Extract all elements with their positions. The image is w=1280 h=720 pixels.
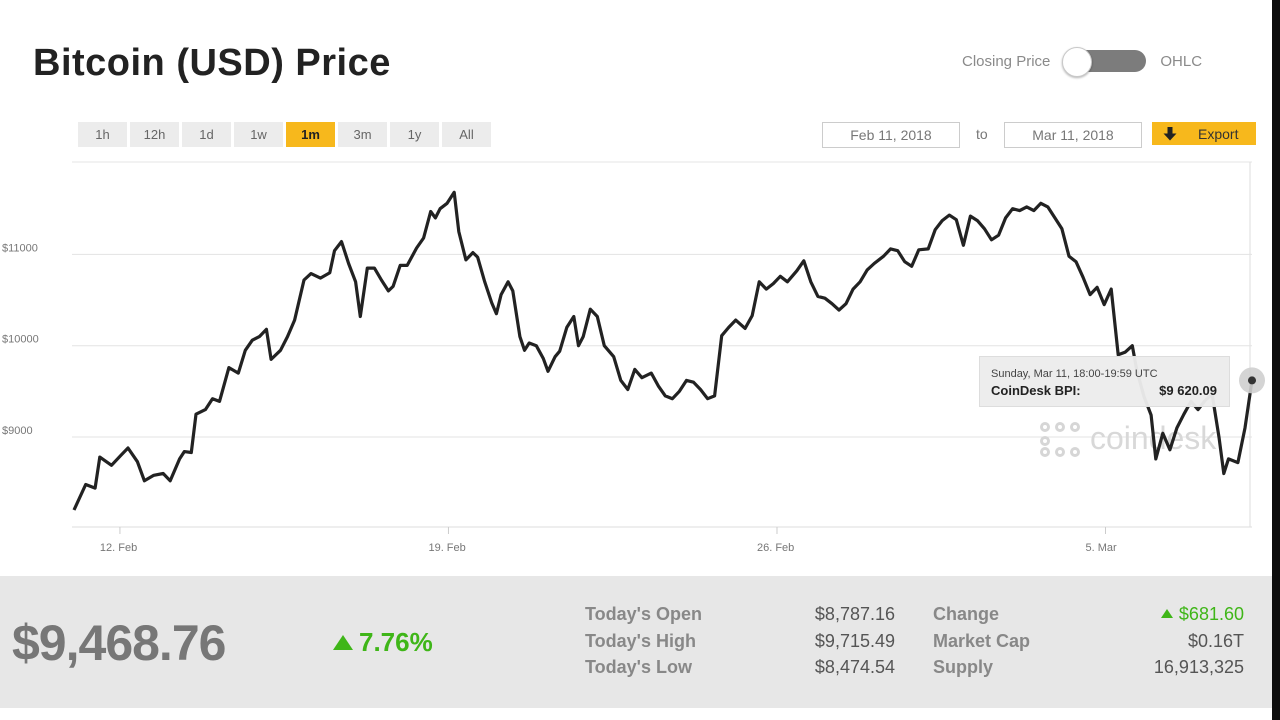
range-tab-1d[interactable]: 1d bbox=[182, 122, 231, 147]
range-tab-1m[interactable]: 1m bbox=[286, 122, 335, 147]
closing-price-label[interactable]: Closing Price bbox=[962, 52, 1051, 70]
x-tick-label: 26. Feb bbox=[757, 542, 794, 554]
range-tab-1h[interactable]: 1h bbox=[78, 122, 127, 147]
tooltip-label: CoinDesk BPI: bbox=[991, 383, 1081, 398]
time-range-tabs: 1h 12h 1d 1w 1m 3m 1y All bbox=[78, 122, 491, 147]
change-percent-value: 7.76% bbox=[359, 627, 433, 657]
y-axis-ticks: $9000 $10000 $11000 bbox=[2, 242, 39, 437]
stat-label-supply: Supply bbox=[933, 657, 994, 677]
hover-dot bbox=[1248, 376, 1256, 385]
stat-label-change: Change bbox=[933, 604, 1000, 624]
range-tab-1w[interactable]: 1w bbox=[234, 122, 283, 147]
stat-value-high: $9,715.49 bbox=[814, 631, 895, 651]
stat-value-change: $681.60 bbox=[1080, 604, 1244, 625]
range-tab-3m[interactable]: 3m bbox=[338, 122, 387, 147]
toggle-switch[interactable] bbox=[1062, 47, 1147, 77]
stat-value-market-cap: $0.16T bbox=[1187, 631, 1244, 651]
x-tick-label: 19. Feb bbox=[428, 542, 465, 554]
export-label: Export bbox=[1198, 125, 1239, 142]
x-tick-label: 5. Mar bbox=[1086, 542, 1118, 554]
y-tick-label: $11000 bbox=[2, 242, 38, 254]
price-tooltip: Sunday, Mar 11, 18:00-19:59 UTC CoinDesk… bbox=[979, 356, 1230, 407]
price-chart[interactable]: $9000 $10000 $11000 12. Feb 19. Feb 26. Feb 5… bbox=[0, 150, 1272, 560]
up-triangle-icon bbox=[1160, 609, 1173, 618]
x-tick-label: 12. Feb bbox=[100, 542, 137, 554]
coindesk-watermark: coindesk bbox=[1040, 420, 1217, 457]
ohlc-label[interactable]: OHLC bbox=[1160, 52, 1203, 70]
stat-label-low: Today's Low bbox=[585, 657, 692, 677]
page-title: Bitcoin (USD) Price bbox=[33, 42, 391, 84]
coindesk-logo-icon bbox=[1040, 422, 1080, 457]
range-tab-12h[interactable]: 12h bbox=[130, 122, 179, 147]
date-from-input[interactable]: Feb 11, 2018 bbox=[822, 122, 960, 148]
export-button[interactable]: Export bbox=[1152, 122, 1256, 145]
current-price: $9,468.76 bbox=[12, 615, 226, 671]
range-tab-all[interactable]: All bbox=[442, 122, 491, 147]
download-arrow-icon bbox=[1163, 126, 1177, 140]
window-edge bbox=[1272, 0, 1280, 720]
change-amount: $681.60 bbox=[1178, 604, 1244, 624]
x-axis-ticks: 12. Feb 19. Feb 26. Feb 5. Mar bbox=[100, 527, 1117, 554]
y-tick-label: $9000 bbox=[2, 425, 33, 437]
range-tab-1y[interactable]: 1y bbox=[390, 122, 439, 147]
date-to-label: to bbox=[976, 126, 988, 142]
tooltip-date: Sunday, Mar 11, 18:00-19:59 UTC bbox=[991, 368, 1158, 380]
tooltip-value: $9 620.09 bbox=[1159, 383, 1217, 398]
date-to-input[interactable]: Mar 11, 2018 bbox=[1004, 122, 1142, 148]
stat-label-open: Today's Open bbox=[585, 604, 702, 624]
y-tick-label: $10000 bbox=[2, 334, 39, 346]
stat-value-open: $8,787.16 bbox=[814, 604, 895, 624]
price-series-line bbox=[72, 190, 1254, 511]
price-change-percent: 7.76% bbox=[333, 627, 433, 658]
toggle-knob[interactable] bbox=[1062, 47, 1093, 77]
stat-value-supply: 16,913,325 bbox=[1153, 657, 1244, 677]
up-triangle-icon bbox=[333, 635, 353, 650]
stat-label-market-cap: Market Cap bbox=[933, 631, 1031, 651]
price-type-toggle[interactable]: Closing Price OHLC bbox=[962, 46, 1203, 77]
stat-value-low: $8,474.54 bbox=[814, 657, 895, 677]
stat-label-high: Today's High bbox=[585, 631, 696, 651]
grid-lines bbox=[72, 161, 1252, 528]
hover-point-marker bbox=[1239, 367, 1265, 394]
summary-panel bbox=[0, 576, 1272, 708]
